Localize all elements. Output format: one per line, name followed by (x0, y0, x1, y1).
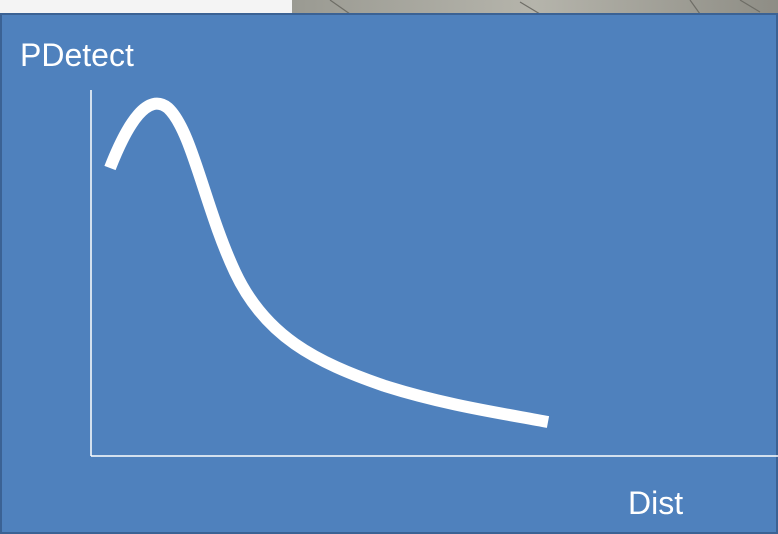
y-axis-label: PDetect (20, 37, 134, 73)
curve (104, 97, 550, 428)
x-axis-label: Dist (628, 485, 683, 521)
photo-strip (292, 0, 778, 16)
panel (0, 13, 778, 534)
top-strip (0, 0, 292, 16)
photo-texture (329, 0, 761, 15)
